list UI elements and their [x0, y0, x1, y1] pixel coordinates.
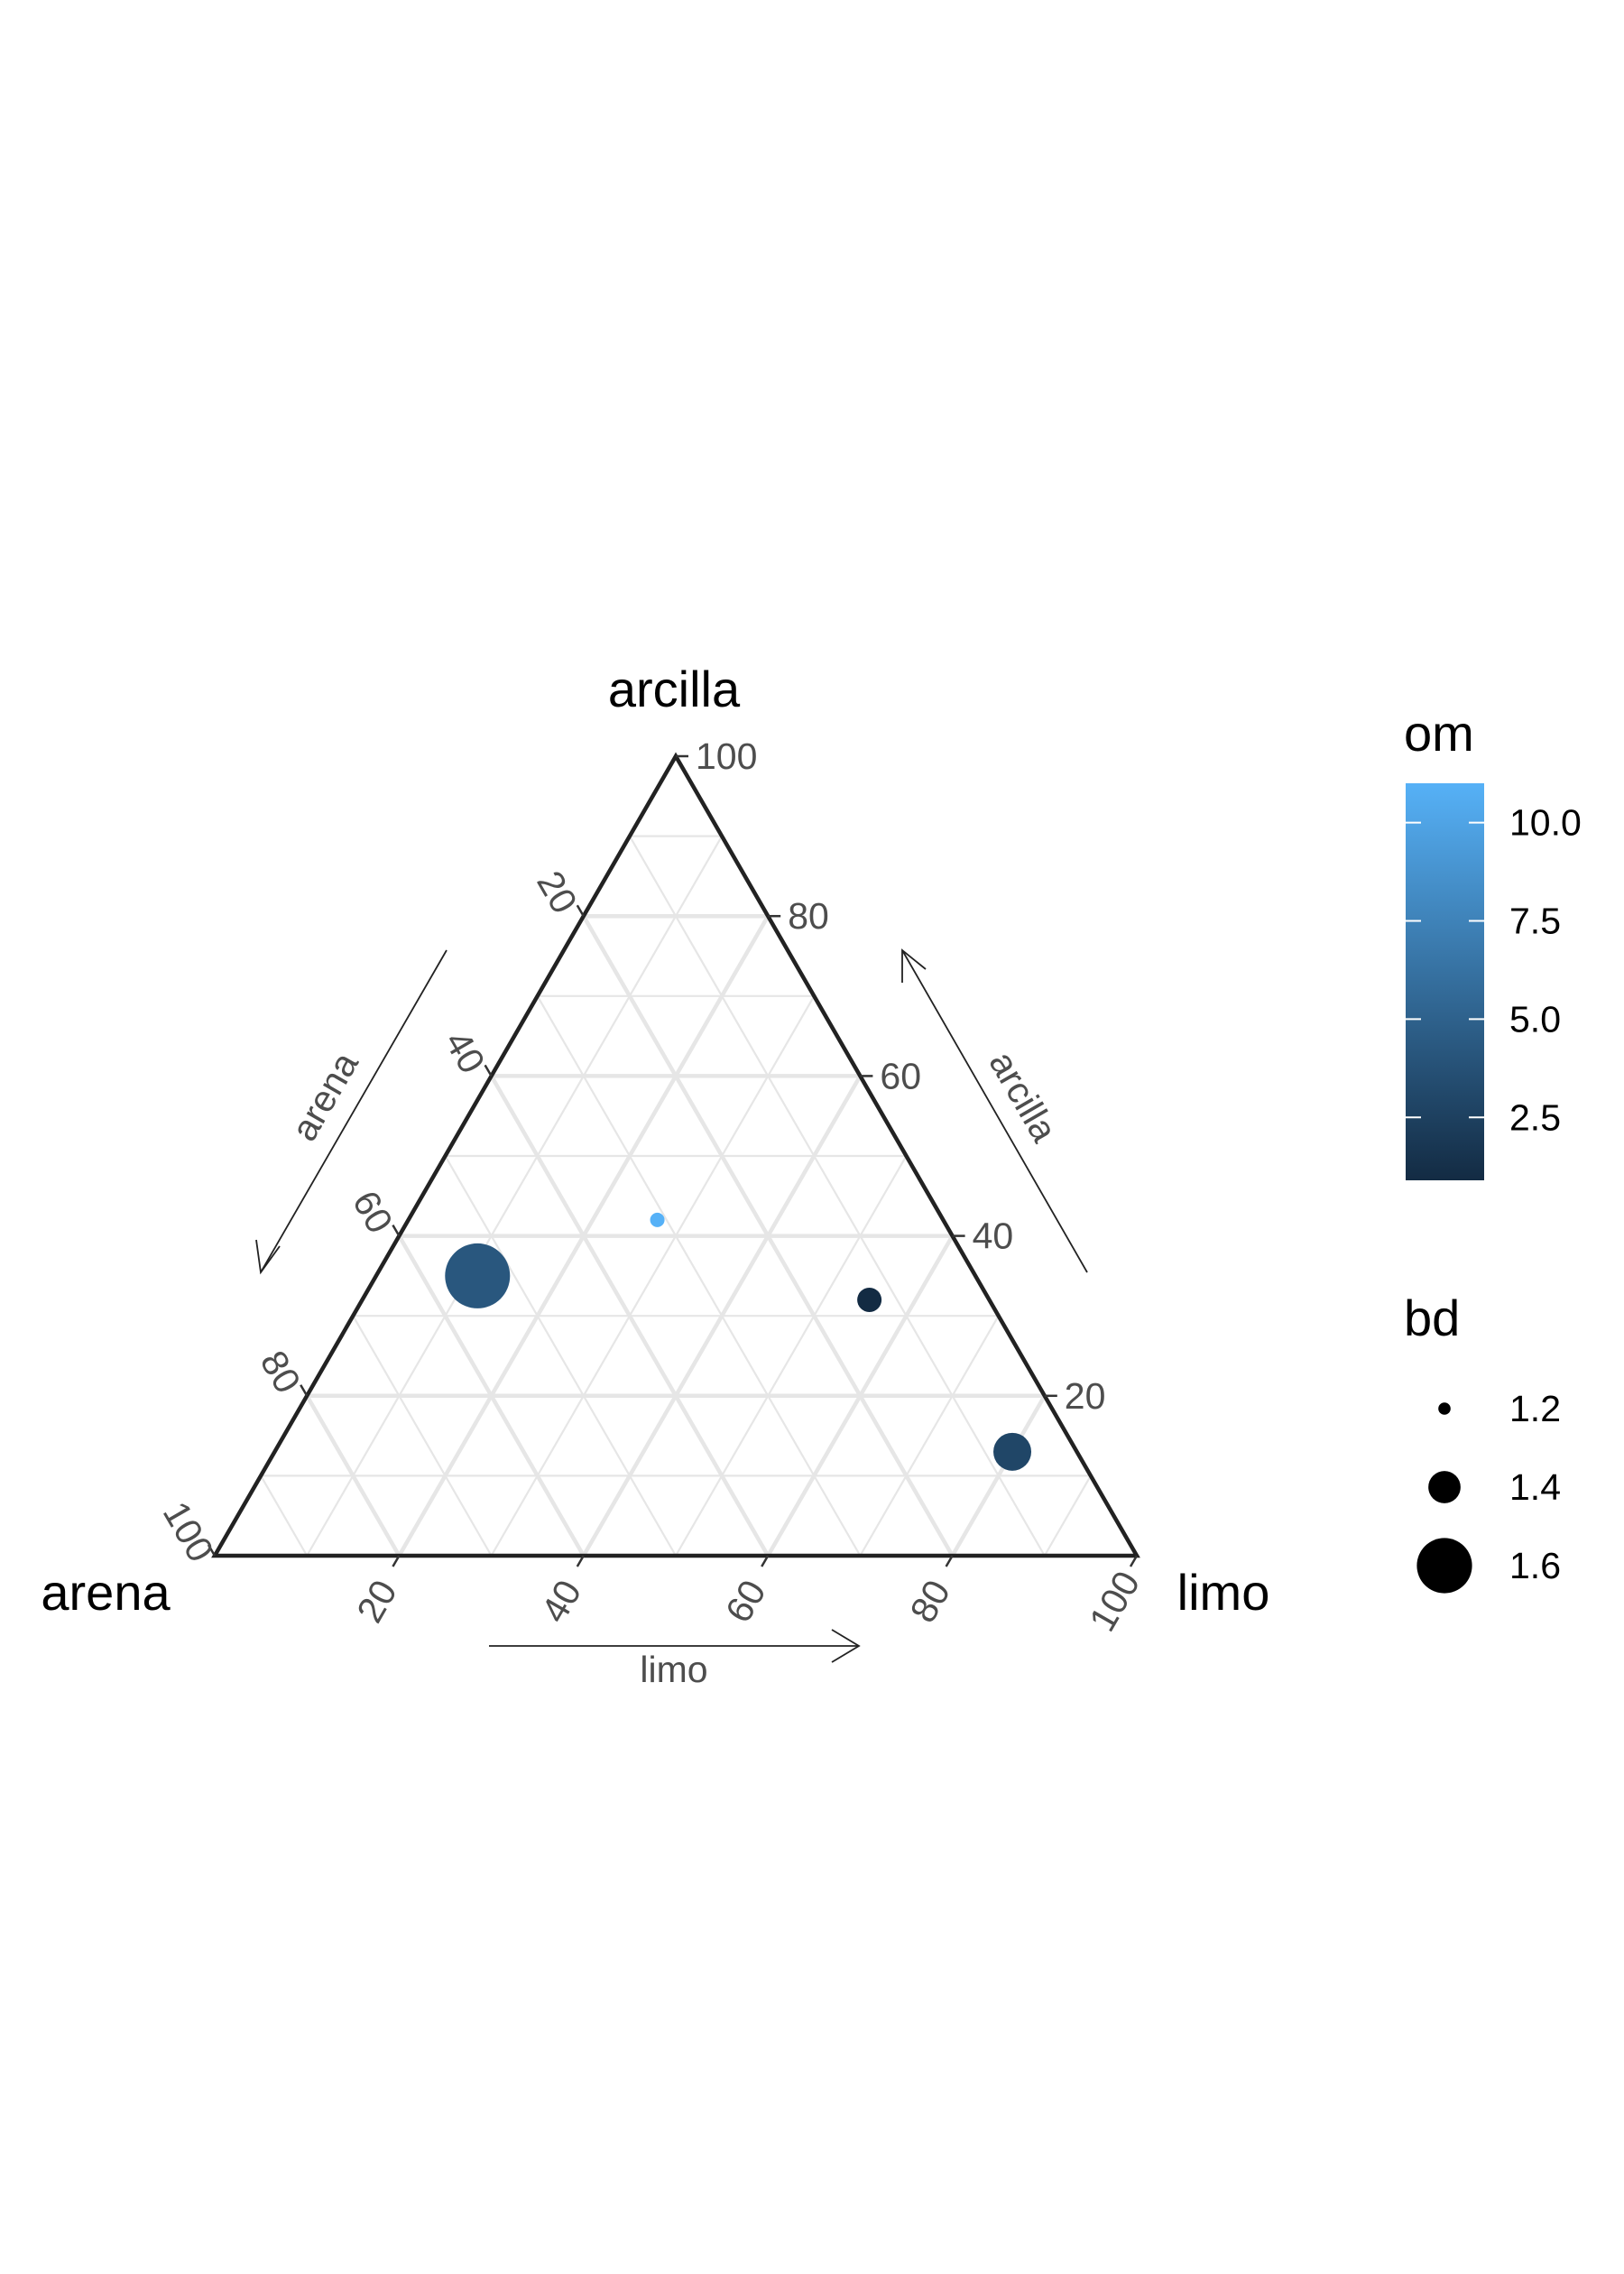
tick-label-arena: 40 — [437, 1024, 494, 1080]
tick-label-arena: 60 — [345, 1184, 401, 1240]
grid-line — [490, 995, 816, 1557]
size-legend-label: 1.6 — [1509, 1545, 1561, 1586]
grid-line — [397, 1234, 586, 1558]
tick-label-arena: 20 — [529, 864, 586, 920]
tick-label-arena: 80 — [253, 1344, 309, 1400]
size-legend-key — [1438, 1402, 1451, 1415]
arrow-label-right: arcilla — [981, 1044, 1065, 1149]
colorbar — [1406, 783, 1484, 1180]
tick-mark-arena — [300, 1384, 309, 1397]
tick-label-limo: 80 — [902, 1573, 959, 1629]
grid — [260, 835, 1092, 1558]
grid-line — [444, 1155, 677, 1557]
triangle-outline — [211, 752, 1140, 1558]
data-point — [445, 1243, 511, 1308]
grid-line — [352, 1315, 493, 1557]
color-legend: om 2.5 5.0 7.5 10.0 — [1404, 705, 1582, 1180]
arrow-bottom: limo — [489, 1629, 861, 1690]
size-legend-label: 1.2 — [1509, 1388, 1561, 1429]
tick-label-limo: 60 — [717, 1573, 774, 1629]
color-legend-title: om — [1404, 705, 1474, 762]
tick-mark-limo — [945, 1555, 954, 1567]
tick-mark-limo — [1129, 1555, 1139, 1567]
grid-line — [306, 836, 724, 1557]
grid-line — [260, 1474, 309, 1557]
vertex-label-left: arena — [41, 1564, 171, 1621]
grid-line — [859, 1315, 1000, 1557]
tick-mark-arena — [207, 1544, 217, 1557]
tick-label-limo: 100 — [1081, 1564, 1148, 1638]
tick-mark-limo — [576, 1555, 585, 1567]
arrow-label-left: arena — [283, 1045, 366, 1148]
grid-line — [950, 1394, 1047, 1558]
colorbar-label: 10.0 — [1509, 802, 1582, 844]
size-legend-key — [1416, 1538, 1472, 1594]
arrow-label-bottom: limo — [640, 1649, 707, 1690]
tick-mark-limo — [761, 1555, 770, 1567]
size-legend: bd 1.2 1.4 1.6 — [1404, 1290, 1561, 1594]
vertex-label-top: arcilla — [608, 661, 741, 717]
tick-label-limo: 40 — [533, 1573, 590, 1629]
data-points — [445, 1212, 1032, 1471]
tick-label-arcilla: 40 — [973, 1216, 1014, 1257]
colorbar-label: 7.5 — [1509, 900, 1561, 941]
tick-mark-arena — [392, 1224, 401, 1237]
colorbar-label: 5.0 — [1509, 998, 1561, 1040]
tick-label-limo: 20 — [348, 1573, 405, 1629]
tick-mark-arena — [484, 1064, 493, 1077]
data-point — [857, 1287, 882, 1312]
tick-mark-arena — [576, 904, 585, 917]
grid-line — [766, 1234, 955, 1558]
tick-label-arcilla: 60 — [880, 1055, 921, 1096]
data-point — [650, 1212, 665, 1227]
grid-line — [675, 1155, 908, 1557]
data-point — [993, 1432, 1032, 1471]
tick-mark-limo — [392, 1555, 401, 1567]
tick-label-arcilla: 100 — [696, 735, 757, 777]
size-legend-key — [1428, 1471, 1461, 1503]
tick-label-arcilla: 20 — [1065, 1375, 1106, 1417]
size-legend-title: bd — [1404, 1290, 1460, 1346]
grid-line — [628, 836, 1046, 1557]
triangle-frame — [211, 752, 1140, 1558]
grid-line — [1043, 1474, 1092, 1557]
size-legend-label: 1.4 — [1509, 1466, 1561, 1508]
tick-label-arcilla: 80 — [788, 895, 829, 937]
grid-line — [305, 1394, 401, 1558]
grid-line — [536, 995, 862, 1557]
colorbar-label: 2.5 — [1509, 1096, 1561, 1138]
arrow-left: arena — [255, 949, 448, 1275]
vertex-label-right: limo — [1177, 1564, 1270, 1621]
